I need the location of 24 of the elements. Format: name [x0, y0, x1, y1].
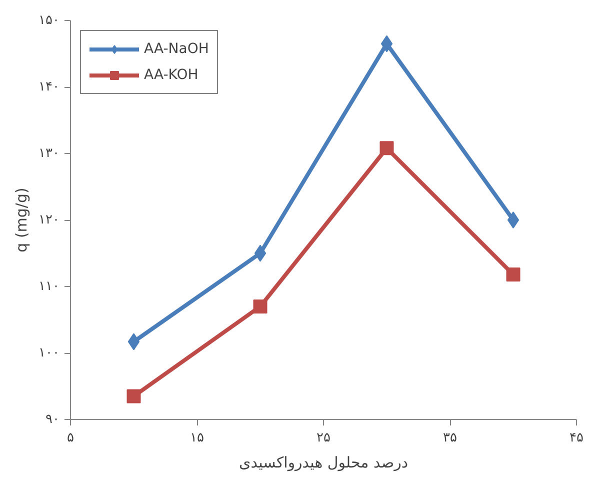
y-tick-label: ۱۴۰: [38, 80, 60, 94]
y-tick-label: ۱۵۰: [38, 13, 60, 28]
point: [254, 244, 266, 262]
x-tick-label: ۳۵: [443, 430, 457, 446]
point: [380, 35, 393, 52]
legend-label: AA-KOH: [144, 67, 198, 83]
x-tick-label: ۵: [67, 430, 74, 446]
y-tick-label: ۱۰۰: [38, 346, 60, 360]
x-tick-label: ۲۵: [316, 430, 330, 446]
point: [506, 268, 520, 282]
y-tick-label: ۱۲۰: [38, 212, 60, 228]
point: [253, 299, 268, 314]
point: [126, 389, 141, 404]
x-axis-title: درصد محلول هیدرواکسیدی: [238, 454, 408, 472]
point: [380, 141, 394, 156]
point: [128, 333, 140, 350]
point: [507, 212, 520, 228]
y-tick-label: ۱۳۰: [38, 146, 60, 161]
y-axis-title: q (mg/g): [12, 188, 31, 252]
x-tick-label: ۴۵: [570, 430, 584, 446]
legend-label: AA-NaOH: [144, 41, 209, 57]
x-tick-label: ۱۵: [190, 430, 204, 446]
y-tick-label: ۱۱۰: [38, 279, 60, 294]
y-tick-label: ۹۰: [46, 412, 60, 427]
